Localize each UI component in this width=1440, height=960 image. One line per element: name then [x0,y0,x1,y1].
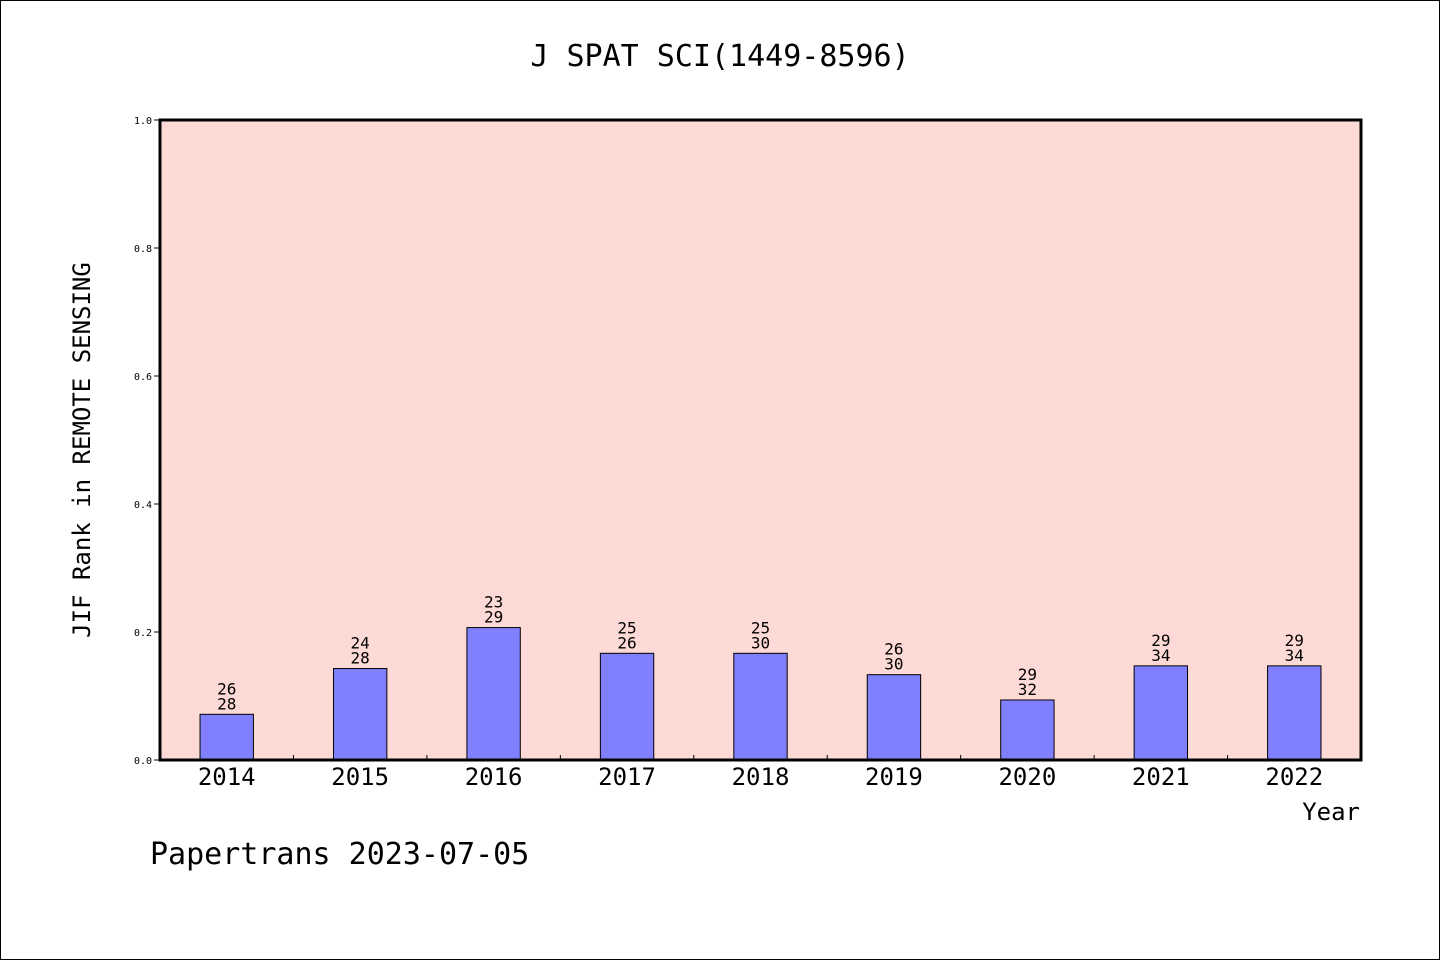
bar-total-label: 29 [484,608,503,627]
x-tick-label: 2018 [732,763,790,791]
x-tick-label: 2022 [1265,763,1323,791]
bar-2016 [466,627,521,761]
bar-total-label: 30 [884,655,903,674]
y-axis: 0.0 0.2 0.4 0.6 0.8 1.0 [134,116,160,767]
bars [199,627,1322,761]
y-tick-label: 0.6 [134,372,152,383]
bar-rank-label: 24 [351,634,370,653]
bar-total-label: 34 [1285,646,1304,665]
bar-total-label: 34 [1151,646,1170,665]
y-tick-label: 0.4 [134,500,152,511]
bar-total-label: 28 [351,649,370,668]
y-tick-label: 0.0 [134,756,152,767]
bar-rank-label: 25 [617,618,636,637]
bar-2021 [1133,665,1189,761]
bar-2018 [733,652,788,761]
x-tick-label: 2015 [331,763,389,791]
bar-rank-label: 25 [751,618,770,637]
bar-rank-label: 26 [217,679,236,698]
bar-rank-label: 29 [1151,631,1170,650]
x-tick-label: 2020 [998,763,1056,791]
bar-rank-label: 23 [484,593,503,612]
bar-rank-label: 29 [1018,665,1037,684]
bar-total-label: 28 [217,694,236,713]
x-tick-label: 2016 [465,763,523,791]
y-axis-label: JIF Rank in REMOTE SENSING [68,262,96,638]
bar-2017 [599,652,655,761]
bar-rank-label: 26 [884,640,903,659]
bar-rank-label: 29 [1285,631,1304,650]
footer-text: Papertrans 2023-07-05 [150,837,529,872]
y-tick-label: 0.2 [134,628,152,639]
plot-border [158,118,1363,762]
x-axis: 2014 2015 2016 2017 2018 2019 2020 2021 2022 [198,755,1323,791]
x-tick-label: 2017 [598,763,656,791]
bar-2015 [332,668,388,761]
bar-2014 [199,713,254,761]
bar-2022 [1267,665,1322,761]
x-tick-label: 2019 [865,763,923,791]
bar-2020 [1000,699,1055,761]
bar-total-label: 26 [617,633,636,652]
y-tick-label: 0.8 [134,244,152,255]
x-axis-label: Year [1302,798,1360,826]
x-tick-label: 2014 [198,763,256,791]
y-tick-label: 1.0 [134,116,152,127]
bar-total-label: 30 [751,633,770,652]
bar-2019 [866,674,922,761]
bar-total-label: 32 [1018,680,1037,699]
x-tick-label: 2021 [1132,763,1190,791]
chart-title: J SPAT SCI(1449-8596) [530,39,909,74]
